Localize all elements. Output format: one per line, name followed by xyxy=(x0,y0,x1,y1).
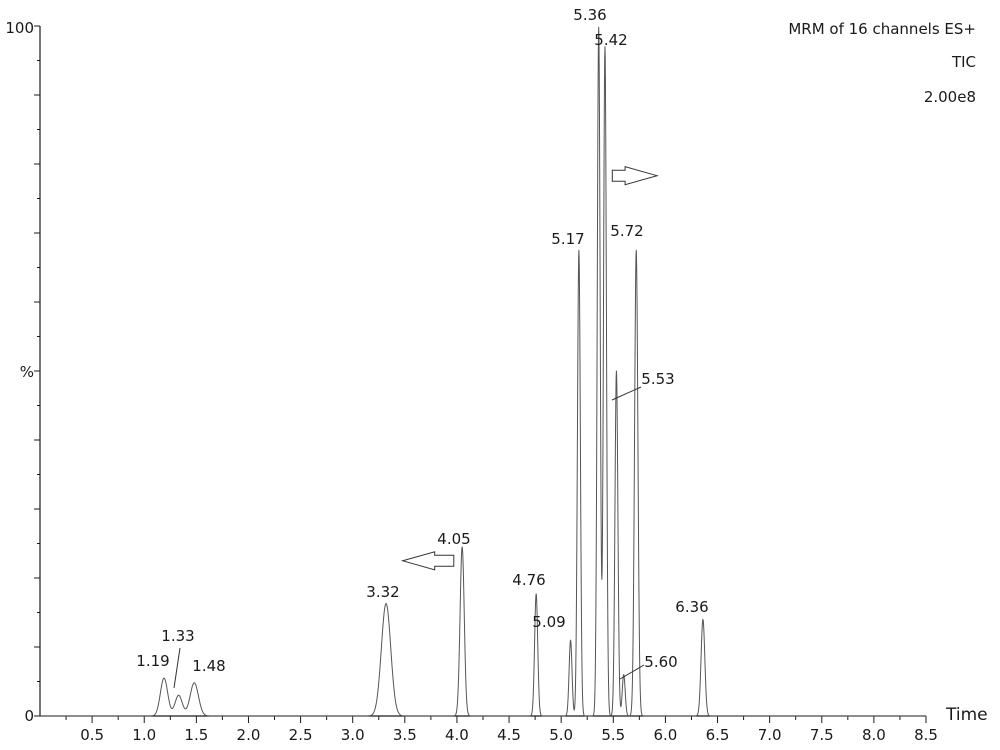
x-tick-label: 2.0 xyxy=(237,726,261,744)
right-arrow xyxy=(612,167,657,185)
y-tick-label-min: 0 xyxy=(24,707,34,725)
x-tick-label: 3.5 xyxy=(393,726,417,744)
peak-label: 5.17 xyxy=(551,230,584,248)
traces xyxy=(40,27,926,716)
peak-label: 3.32 xyxy=(366,583,399,601)
peak-label: 5.09 xyxy=(532,613,565,631)
peak-label: 5.42 xyxy=(594,31,627,49)
peak-label: 5.36 xyxy=(573,6,606,24)
x-tick-label: 4.5 xyxy=(497,726,521,744)
x-tick-label: 4.0 xyxy=(445,726,469,744)
axes: 100 0 % Time xyxy=(5,19,987,725)
x-tick-label: 7.5 xyxy=(810,726,834,744)
left-arrow xyxy=(403,552,454,570)
peak-label: 5.60 xyxy=(644,653,677,671)
peak-label: 6.36 xyxy=(675,598,708,616)
peak-label: 5.72 xyxy=(610,222,643,240)
x-tick-label: 1.0 xyxy=(132,726,156,744)
x-tick-label: 2.5 xyxy=(289,726,313,744)
x-tick-label: 6.0 xyxy=(653,726,677,744)
info-intensity: 2.00e8 xyxy=(924,88,976,106)
y-tick-label-max: 100 xyxy=(5,19,34,37)
x-tick-label: 6.5 xyxy=(706,726,730,744)
info-trace-type: TIC xyxy=(951,53,976,71)
y-axis-label: % xyxy=(20,363,34,381)
peak-label: 4.05 xyxy=(437,530,470,548)
peak-label: 5.53 xyxy=(641,370,674,388)
x-tick-label: 0.5 xyxy=(80,726,104,744)
x-tick-label: 3.0 xyxy=(341,726,365,744)
peak-label: 1.33 xyxy=(161,627,194,645)
x-tick-label: 5.0 xyxy=(549,726,573,744)
info-block: MRM of 16 channels ES+ TIC 2.00e8 xyxy=(788,20,976,106)
x-tick-label: 7.0 xyxy=(758,726,782,744)
x-tick-label: 5.5 xyxy=(601,726,625,744)
tic-trace xyxy=(40,27,926,716)
x-tick-label: 1.5 xyxy=(184,726,208,744)
info-scan-type: MRM of 16 channels ES+ xyxy=(788,20,976,38)
peak-label: 1.19 xyxy=(136,652,169,670)
x-axis-label: Time xyxy=(945,705,988,725)
peak-labels: 1.19 1.33 1.48 3.32 4.05 4.76 5.09 5.17 5.36 5.42… xyxy=(136,6,708,688)
x-tick-label: 8.5 xyxy=(914,726,938,744)
peak-label: 4.76 xyxy=(512,571,545,589)
peak-label: 1.48 xyxy=(192,657,225,675)
leader-line xyxy=(174,648,180,688)
x-tick-label: 8.0 xyxy=(862,726,886,744)
